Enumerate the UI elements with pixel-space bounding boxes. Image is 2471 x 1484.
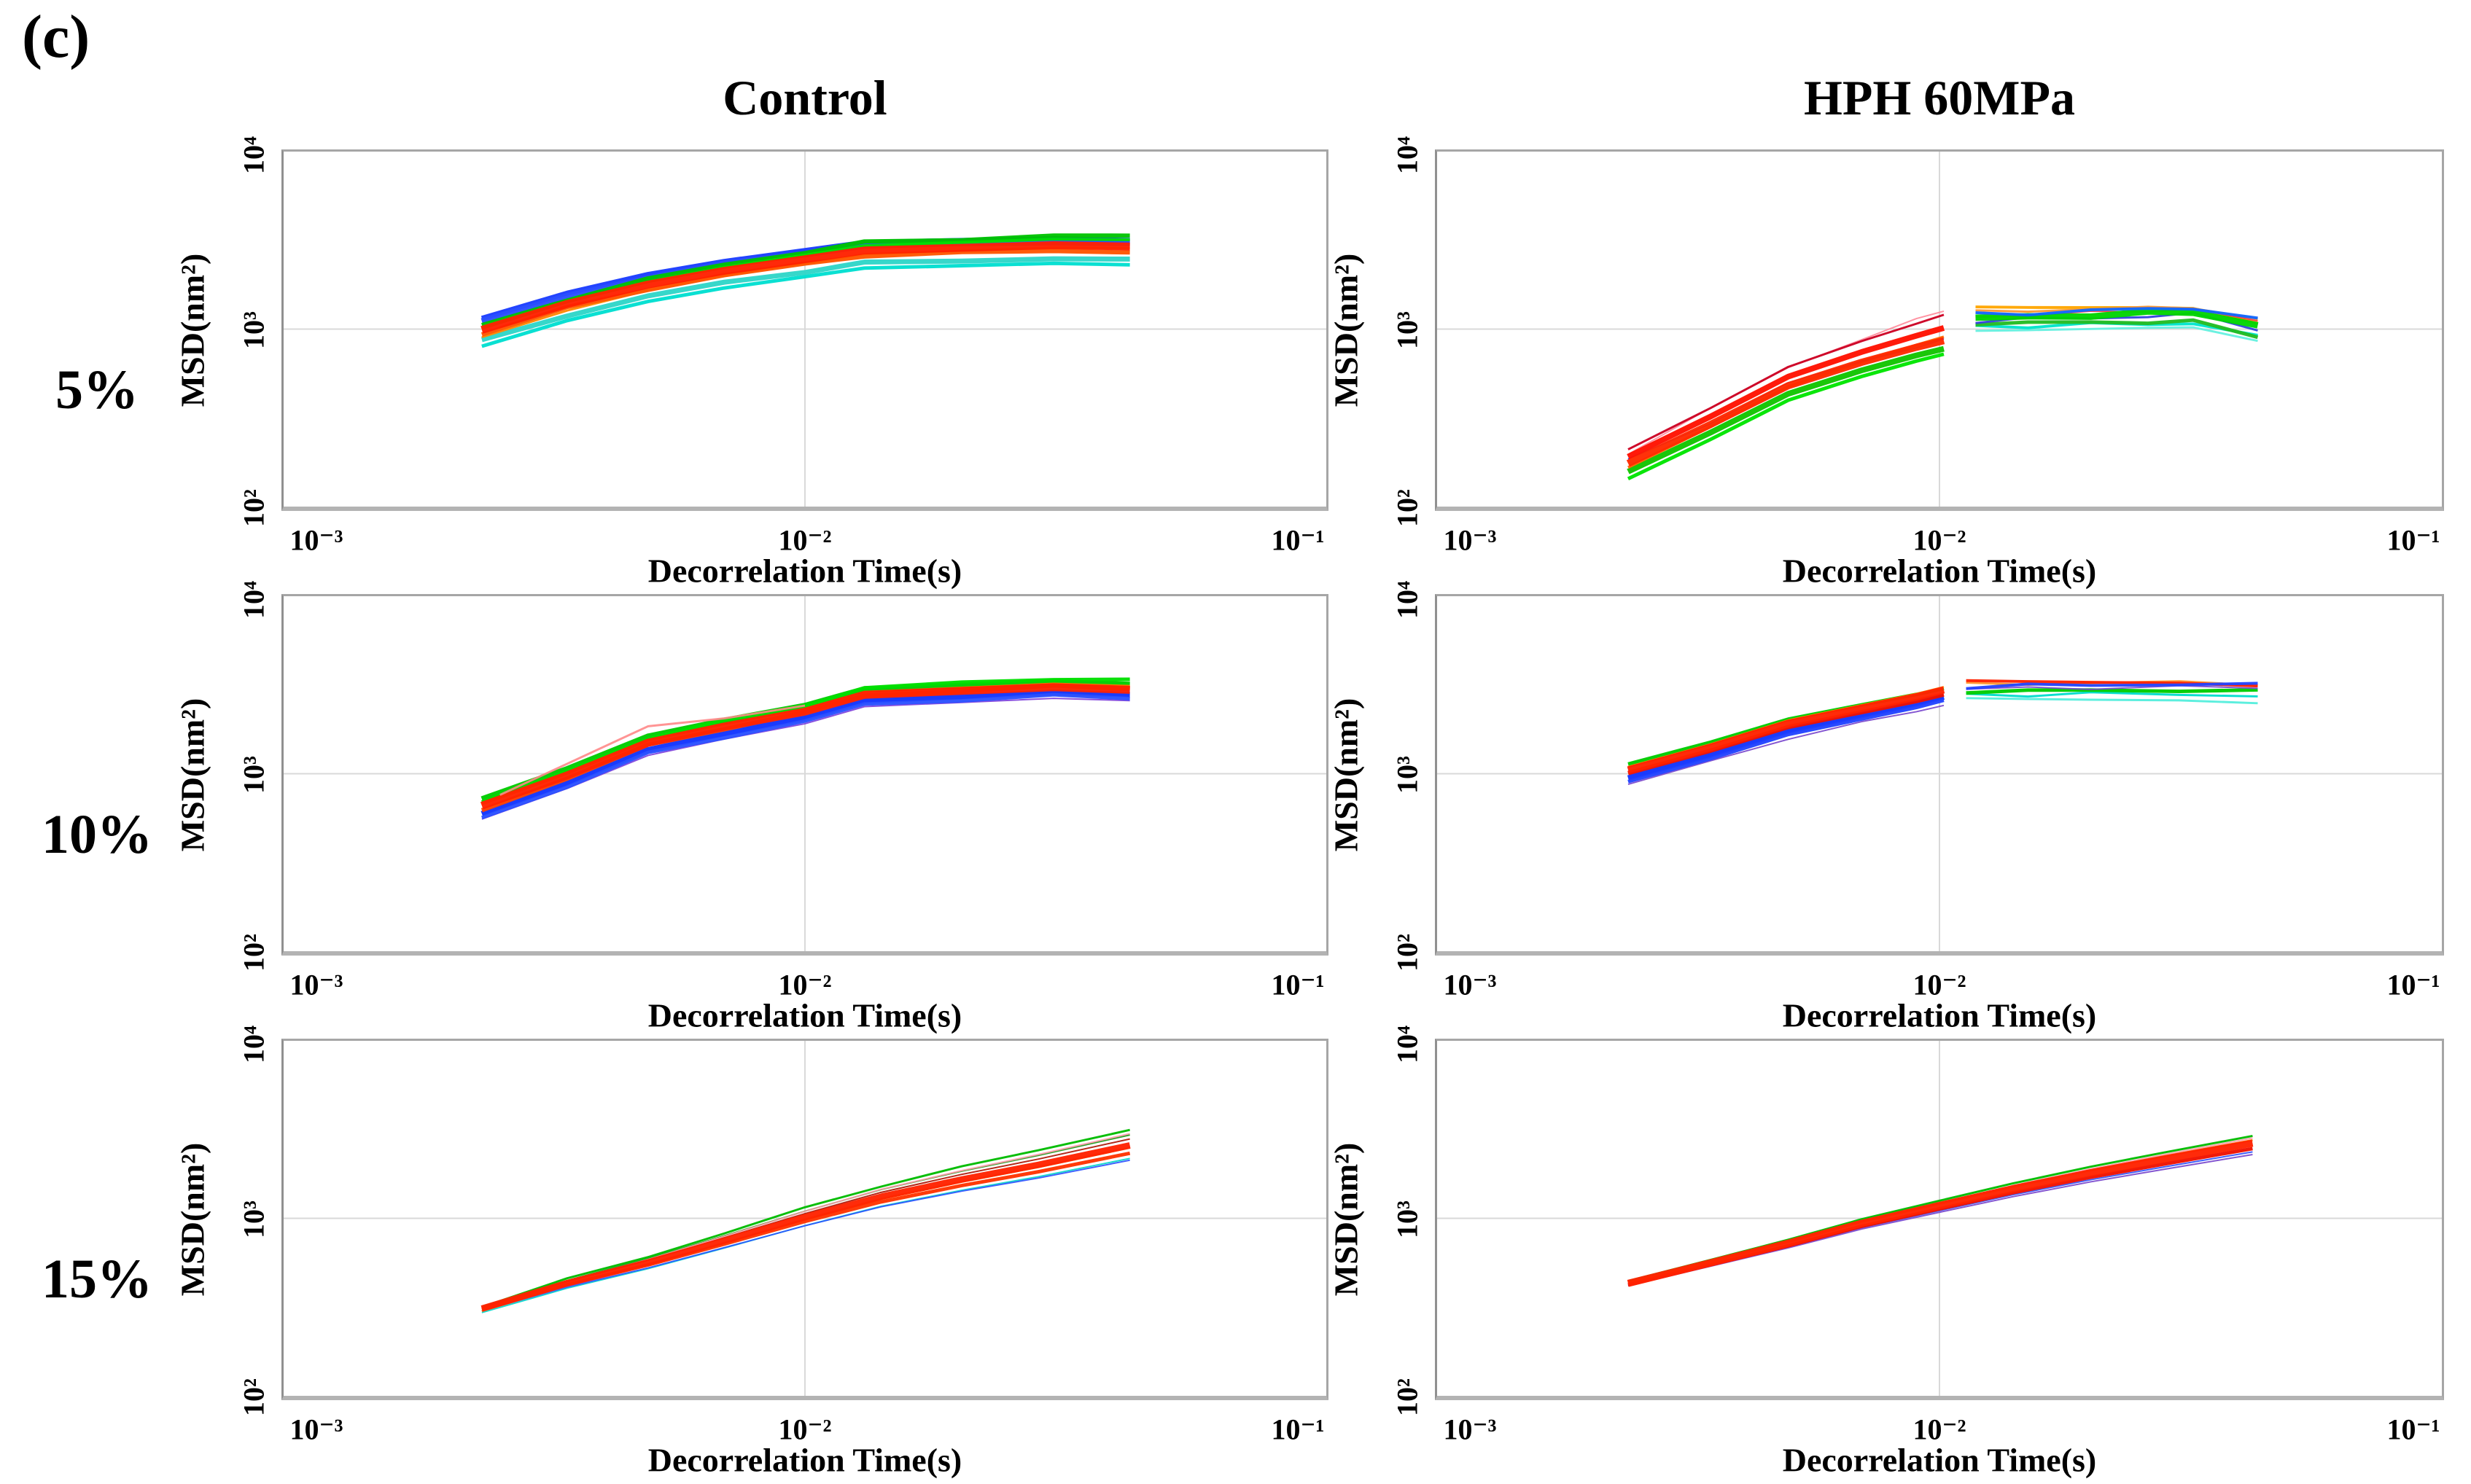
curve-strand xyxy=(1627,325,1945,460)
y-tick-label: 10⁴ xyxy=(1390,581,1424,619)
curve-strand xyxy=(1627,1139,2254,1287)
x-tick-label: 10⁻¹ xyxy=(1271,523,1325,557)
curve-strand xyxy=(481,1159,1130,1312)
y-axis-label: MSD(nm²) xyxy=(1327,253,1365,407)
curve-strand xyxy=(1966,684,2258,690)
y-tick-label: 10² xyxy=(237,934,271,972)
curve-strand xyxy=(1627,313,1945,450)
y-tick-label: 10³ xyxy=(1390,311,1424,349)
x-axis-label: Decorrelation Time(s) xyxy=(1782,996,2097,1034)
y-tick-label: 10² xyxy=(237,1378,271,1416)
plot-hph-60mpa-5- xyxy=(1435,149,2444,511)
plot-control-10- xyxy=(281,594,1328,956)
row-label-5pct: 5% xyxy=(55,359,139,421)
curve-strand xyxy=(1627,1154,2253,1286)
y-axis-label: MSD(nm²) xyxy=(174,698,211,852)
y-tick-label: 10³ xyxy=(237,1200,271,1238)
x-axis-label: Decorrelation Time(s) xyxy=(647,552,962,590)
curve-strand xyxy=(480,683,1130,810)
plot-canvas-hph-60mpa-15- xyxy=(1437,1041,2442,1396)
x-tick-label: 10⁻² xyxy=(1912,968,1966,1001)
x-tick-label: 10⁻¹ xyxy=(1271,968,1325,1001)
x-tick-label: 10⁻³ xyxy=(289,968,343,1001)
curve-strand xyxy=(1627,352,1945,481)
y-axis-label: MSD(nm²) xyxy=(1327,698,1365,852)
plot-canvas-control-15- xyxy=(284,1041,1326,1396)
plot-hph-60mpa-10- xyxy=(1435,594,2444,956)
plot-control-5- xyxy=(281,149,1328,511)
y-tick-label: 10⁴ xyxy=(237,136,271,174)
x-tick-label: 10⁻¹ xyxy=(1271,1413,1325,1446)
curve-strand xyxy=(1966,691,2258,698)
x-tick-label: 10⁻² xyxy=(1912,1413,1966,1446)
curve-strand xyxy=(480,256,1130,343)
x-tick-label: 10⁻² xyxy=(778,523,832,557)
y-tick-label: 10³ xyxy=(237,311,271,349)
x-tick-label: 10⁻¹ xyxy=(2386,968,2440,1001)
x-axis-label: Decorrelation Time(s) xyxy=(647,1441,962,1479)
y-tick-label: 10⁴ xyxy=(237,581,271,619)
curve-strand xyxy=(480,690,1130,817)
y-axis-label: MSD(nm²) xyxy=(1327,1142,1365,1297)
row-label-15pct: 15% xyxy=(42,1249,152,1310)
curve-strand xyxy=(1627,694,1945,781)
plot-canvas-hph-60mpa-10- xyxy=(1437,596,2442,951)
column-title-hph-60mpa: HPH 60MPa xyxy=(1803,70,2076,125)
curve-strand xyxy=(1966,697,2258,705)
y-tick-label: 10² xyxy=(1390,934,1424,972)
curve-strand xyxy=(480,1142,1131,1312)
plot-canvas-control-5- xyxy=(284,152,1326,507)
curve-strand xyxy=(481,233,1130,327)
curve-strand xyxy=(481,261,1130,348)
curve-strand xyxy=(1627,704,1945,785)
plot-canvas-hph-60mpa-5- xyxy=(1437,152,2442,507)
x-tick-label: 10⁻³ xyxy=(1443,1413,1497,1446)
curve-strand xyxy=(1975,308,2259,329)
y-tick-label: 10² xyxy=(1390,489,1424,527)
panel-label: (c) xyxy=(22,3,90,71)
x-axis-label: Decorrelation Time(s) xyxy=(647,996,962,1034)
curve-strand xyxy=(1627,1147,2253,1287)
x-tick-label: 10⁻¹ xyxy=(2386,523,2440,557)
x-tick-label: 10⁻³ xyxy=(1443,968,1497,1001)
y-tick-label: 10² xyxy=(237,489,271,527)
x-tick-label: 10⁻² xyxy=(778,1413,832,1446)
column-title-control: Control xyxy=(723,70,887,125)
y-tick-label: 10² xyxy=(1390,1378,1424,1416)
curve-strand xyxy=(481,682,1130,805)
row-label-10pct: 10% xyxy=(42,804,152,865)
y-tick-label: 10⁴ xyxy=(237,1026,271,1063)
curve-strand xyxy=(1626,337,1945,467)
x-tick-label: 10⁻³ xyxy=(289,523,343,557)
curve-strand xyxy=(481,1157,1130,1313)
x-tick-label: 10⁻² xyxy=(778,968,832,1001)
plot-control-15- xyxy=(281,1039,1328,1400)
curve-strand xyxy=(481,1128,1130,1308)
curve-strand xyxy=(1627,698,1945,784)
curve-strand xyxy=(481,692,1130,820)
curve-strand xyxy=(1627,686,1945,774)
x-tick-label: 10⁻³ xyxy=(289,1413,343,1446)
curve-outlier-line xyxy=(499,704,806,796)
curve-strand xyxy=(1975,307,2258,320)
x-axis-label: Decorrelation Time(s) xyxy=(1782,552,2097,590)
x-tick-label: 10⁻² xyxy=(1912,523,1966,557)
x-tick-label: 10⁻³ xyxy=(1443,523,1497,557)
x-axis-label: Decorrelation Time(s) xyxy=(1782,1441,2097,1479)
y-axis-label: MSD(nm²) xyxy=(174,253,211,407)
curve-strand xyxy=(1975,318,2259,340)
curve-strand xyxy=(1966,682,2258,690)
plot-hph-60mpa-15- xyxy=(1435,1039,2444,1400)
plot-canvas-control-10- xyxy=(284,596,1326,951)
y-tick-label: 10³ xyxy=(1390,1200,1424,1238)
y-tick-label: 10³ xyxy=(1390,756,1424,794)
curve-strand xyxy=(1975,326,2258,343)
y-tick-label: 10³ xyxy=(237,756,271,794)
curve-strand xyxy=(480,241,1130,334)
x-tick-label: 10⁻¹ xyxy=(2386,1413,2440,1446)
curve-strand xyxy=(1627,345,1945,475)
y-tick-label: 10⁴ xyxy=(1390,1026,1424,1063)
y-axis-label: MSD(nm²) xyxy=(174,1142,211,1297)
y-tick-label: 10⁴ xyxy=(1390,136,1424,174)
